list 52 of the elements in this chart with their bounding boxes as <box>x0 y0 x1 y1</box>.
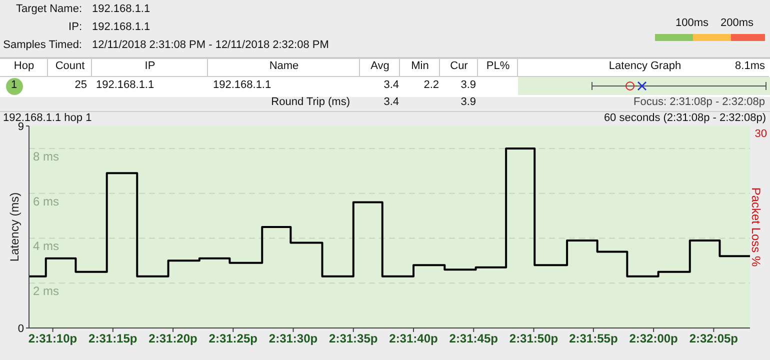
x-tick-label: 2:31:20p <box>148 332 198 346</box>
y2-axis-title: Packet Loss % <box>748 187 763 268</box>
y-axis-title: Latency (ms) <box>7 192 22 262</box>
x-tick-label: 2:31:35p <box>329 332 378 346</box>
text: 3.4 <box>384 96 399 108</box>
text: PL% <box>485 60 511 72</box>
x-tick-label: 2:31:30p <box>268 332 318 346</box>
text: 30 <box>754 128 767 140</box>
text: 192.168.1.1 <box>92 3 150 15</box>
x-tick-label: 2:31:10p <box>28 332 78 346</box>
text: 8.1ms <box>735 60 765 72</box>
text: Cur <box>449 60 469 72</box>
x-tick-label: 2:31:25p <box>208 332 258 346</box>
ref-line-label: 2 ms <box>33 284 60 298</box>
x-tick-label: 2:32:00p <box>629 332 678 346</box>
text: Hop <box>12 60 36 72</box>
text: 2.2 <box>424 79 439 91</box>
text: Count <box>54 60 86 72</box>
text: IP <box>144 60 156 72</box>
text: 12/11/2018 2:31:08 PM - 12/11/2018 2:32:08 PM <box>92 39 329 51</box>
y-tick-label: 9 <box>18 121 24 133</box>
x-tick-label: 2:32:05p <box>689 332 738 346</box>
text: Focus: 2:31:08p - 2:32:08p <box>634 96 765 108</box>
ref-line-label: 6 ms <box>33 194 60 208</box>
text: 192.168.1.1 <box>92 21 150 33</box>
ref-line-label: 4 ms <box>33 239 60 254</box>
x-tick-label: 2:31:50p <box>509 332 558 346</box>
x-tick-label: 2:31:15p <box>88 332 138 346</box>
text: 1 <box>10 79 18 91</box>
text: 192.168.1.1 <box>96 79 154 91</box>
text: Samples Timed: <box>3 39 82 51</box>
x-tick-label: 2:31:45p <box>449 332 498 346</box>
x-tick-label: 2:31:55p <box>569 332 618 346</box>
chart-subtitle: 60 seconds (2:31:08p - 2:32:08p) <box>604 112 766 124</box>
text: 3.9 <box>460 79 476 91</box>
text: Round Trip (ms) <box>271 96 350 108</box>
ref-line-label: 8 ms <box>33 149 60 164</box>
text: 3.9 <box>460 96 476 108</box>
text: 100ms <box>674 17 710 29</box>
x-tick-label: 2:31:40p <box>389 332 438 346</box>
text: 3.4 <box>384 79 399 91</box>
y-tick-label: 0 <box>18 323 24 335</box>
text: Min <box>410 60 430 72</box>
text: Target Name: <box>16 3 82 15</box>
text: 200ms <box>719 17 755 29</box>
text: Avg <box>370 60 390 72</box>
text: 192.168.1.1 <box>213 79 272 91</box>
text: Name <box>268 60 300 72</box>
chart-title: 192.168.1.1 hop 1 <box>3 112 92 124</box>
text: 25 <box>74 79 87 91</box>
text: IP: <box>68 21 82 33</box>
text: Latency Graph <box>608 60 682 72</box>
